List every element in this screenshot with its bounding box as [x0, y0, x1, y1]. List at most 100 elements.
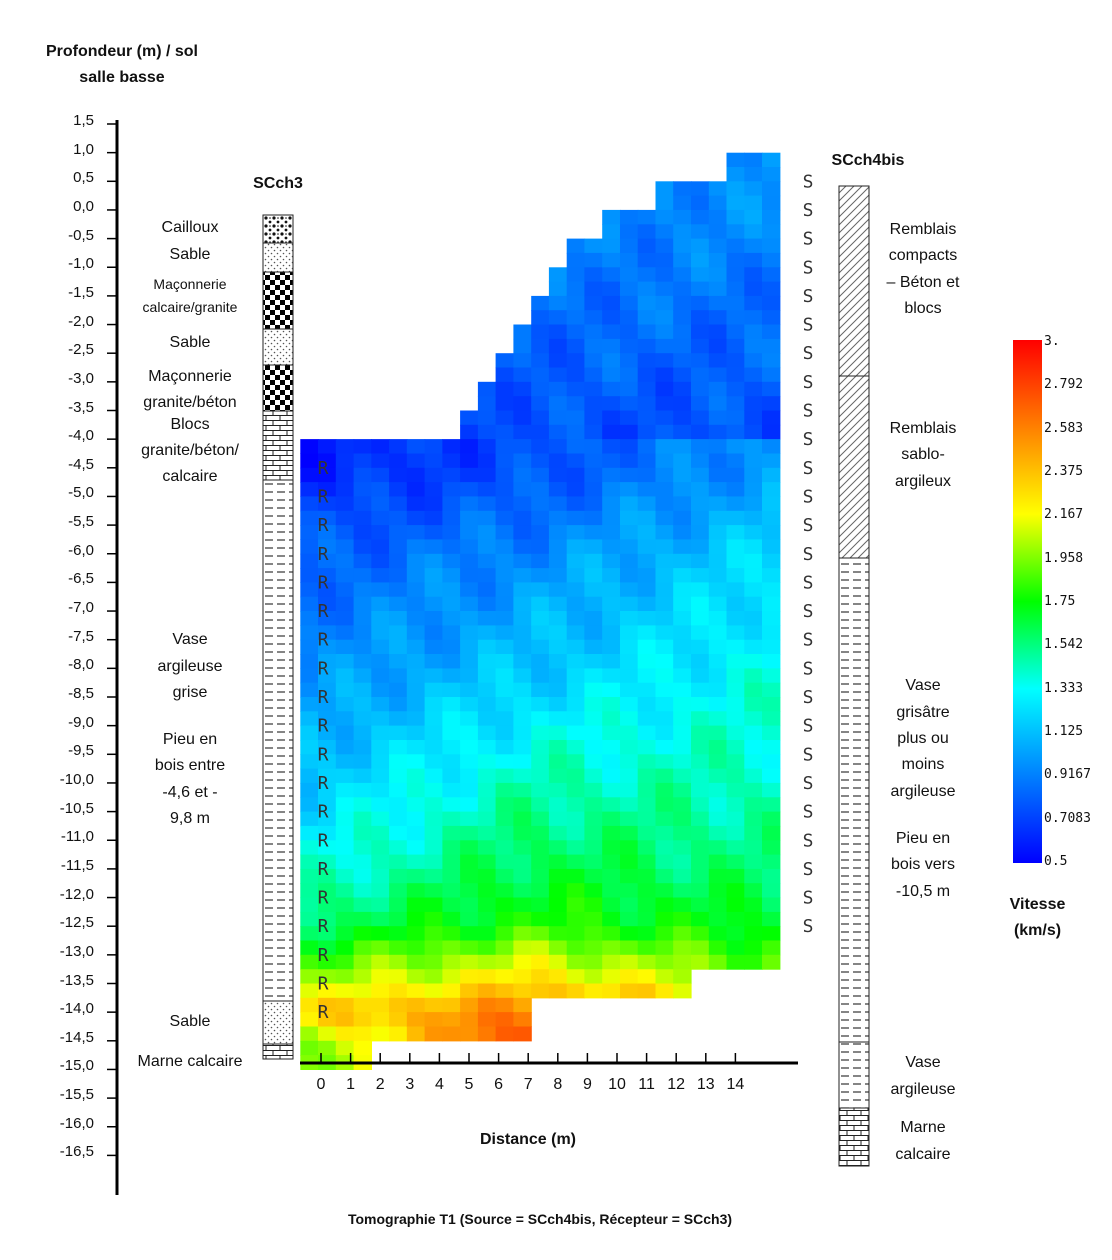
distance-tick-label: 7 — [523, 1076, 533, 1093]
station-markers: RRRRRRRRRRRRRRRRRRRRSSSSSSSSSSSSSSSSSSSS… — [318, 171, 814, 1023]
heatmap-cell — [655, 553, 674, 569]
lith-label: Sable — [169, 1013, 211, 1030]
heatmap-cell — [335, 768, 355, 784]
heatmap-cell — [495, 439, 514, 454]
heatmap-cell — [477, 625, 497, 641]
heatmap-cell — [620, 510, 639, 526]
heatmap-cell — [620, 940, 639, 956]
heatmap-cell — [584, 596, 603, 612]
heatmap-cell — [637, 897, 657, 913]
heatmap-cell — [691, 267, 710, 283]
heatmap-cell — [584, 883, 603, 899]
heatmap-cell — [424, 711, 443, 727]
heatmap-cell — [353, 482, 372, 497]
heatmap-cell — [548, 553, 568, 569]
heatmap-cell — [318, 983, 337, 999]
heatmap-cell — [406, 467, 426, 483]
heatmap-cell — [318, 582, 337, 598]
heatmap-cell — [495, 983, 514, 999]
heatmap-cell — [602, 224, 621, 240]
heatmap-cell — [335, 782, 355, 798]
lith-label: Blocs — [170, 416, 210, 433]
heatmap-cell — [602, 295, 621, 311]
heatmap-cell — [300, 868, 319, 884]
heatmap-cell — [744, 668, 763, 684]
heatmap-cell — [389, 482, 408, 497]
heatmap-cell — [584, 854, 603, 870]
heatmap-cell — [531, 768, 550, 784]
heatmap-cell — [460, 926, 479, 942]
heatmap-cell — [708, 639, 728, 655]
heatmap-cell — [744, 825, 763, 841]
heatmap-cell — [762, 668, 781, 684]
heatmap-cell — [566, 682, 586, 698]
heatmap-cell — [460, 854, 479, 870]
lith-label: Remblais — [889, 420, 957, 437]
heatmap-cell — [371, 897, 390, 913]
heatmap-cell — [655, 410, 674, 426]
colorbar-tick-label: 1.75 — [1044, 594, 1076, 609]
heatmap-cell — [566, 338, 586, 354]
heatmap-cell — [602, 782, 621, 798]
heatmap-cell — [726, 252, 745, 268]
heatmap-cell — [691, 238, 710, 254]
heatmap-cell — [708, 324, 728, 340]
depth-tick-label: -1,0 — [68, 255, 94, 273]
heatmap-cell — [424, 482, 443, 497]
heatmap-cell — [495, 954, 514, 970]
heatmap-cell — [460, 797, 479, 813]
heatmap-cell — [673, 439, 692, 454]
heatmap-cell — [406, 596, 426, 612]
heatmap-cell — [477, 969, 497, 985]
heatmap-cell — [424, 782, 443, 798]
heatmap-cell — [602, 725, 621, 741]
heatmap-cell — [726, 782, 745, 798]
heatmap-cell — [673, 238, 692, 254]
heatmap-cell — [353, 568, 372, 583]
heatmap-cell — [548, 338, 568, 354]
heatmap-cell — [548, 754, 568, 770]
heatmap-cell — [655, 224, 674, 240]
heatmap-cell — [673, 782, 692, 798]
heatmap-cell — [637, 295, 657, 311]
heatmap-cell — [442, 997, 461, 1013]
heatmap-cell — [566, 496, 586, 512]
heatmap-cell — [566, 381, 586, 397]
heatmap-cell — [726, 525, 745, 540]
heatmap-cell — [566, 639, 586, 655]
heatmap-cell — [548, 281, 568, 297]
heatmap-cell — [495, 654, 514, 669]
heatmap-cell — [406, 883, 426, 899]
heatmap-cell — [513, 525, 532, 540]
heatmap-cell — [620, 711, 639, 727]
heatmap-cell — [300, 969, 319, 985]
heatmap-cell — [566, 367, 586, 383]
heatmap-cell — [513, 611, 532, 626]
heatmap-cell — [513, 582, 532, 598]
heatmap-cell — [424, 825, 443, 841]
heatmap-cell — [620, 568, 639, 583]
heatmap-cell — [424, 797, 443, 813]
lith-label: plus ou — [897, 730, 949, 747]
heatmap-cell — [424, 697, 443, 712]
heatmap-cell — [655, 396, 674, 412]
heatmap-cell — [673, 754, 692, 770]
heatmap-cell — [335, 954, 355, 970]
heatmap-cell — [371, 568, 390, 583]
heatmap-cell — [620, 625, 639, 641]
heatmap-cell — [477, 424, 497, 440]
receiver-marker: R — [318, 830, 329, 851]
heatmap-cell — [548, 625, 568, 641]
heatmap-cell — [620, 797, 639, 813]
heatmap-cell — [548, 353, 568, 369]
receiver-marker: R — [318, 773, 329, 794]
heatmap-cell — [708, 539, 728, 555]
heatmap-cell — [691, 725, 710, 741]
lith-label: granite/béton/ — [141, 442, 239, 459]
heatmap-cell — [460, 983, 479, 999]
heatmap-cell — [726, 625, 745, 641]
heatmap-cell — [708, 725, 728, 741]
heatmap-cell — [318, 510, 337, 526]
heatmap-cell — [655, 568, 674, 583]
heatmap-cell — [584, 396, 603, 412]
